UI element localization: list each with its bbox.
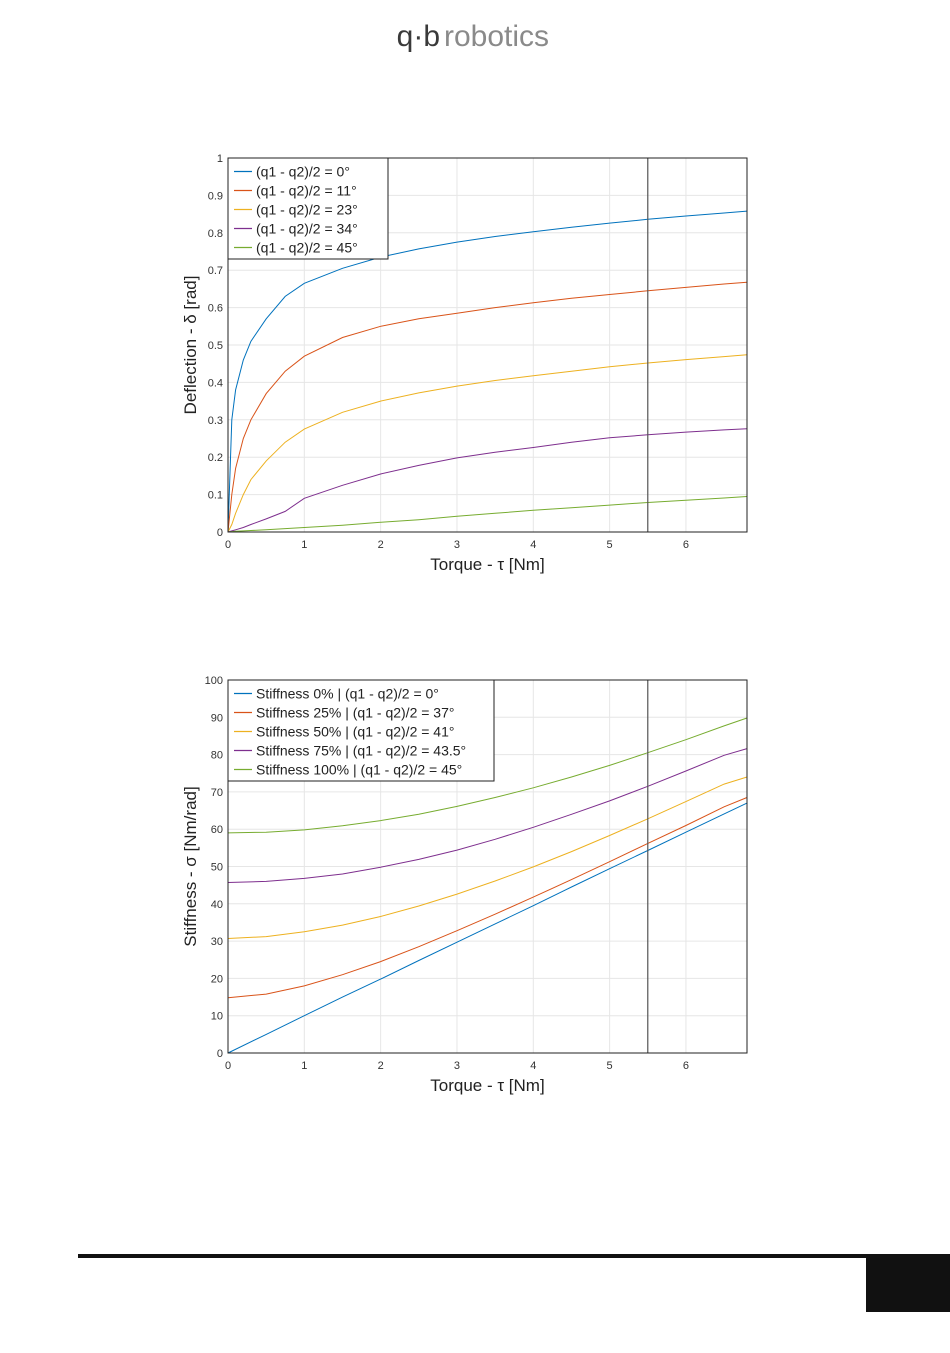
series-line-1 [227,210,748,533]
x-tick-label: 5 [607,1060,613,1072]
series-line-5 [227,717,748,834]
y-tick-label: 0.4 [208,377,223,389]
page-number-box [866,1256,950,1312]
x-tick-label: 3 [454,539,460,551]
legend-box [227,157,389,260]
logo-text: robotics [444,20,549,53]
deflection-chart: 0 1 2 3 4 5 6 0 0.1 0.2 0.3 0.4 0.5 0.6 0.7 0.8 0.9 1 Torq… [181,153,748,574]
legend-label-5: Stiffness 100% | (q1 - q2)/2 = 45° [256,762,462,778]
series-line-2 [227,281,748,533]
legend-label-1: Stiffness 0% | (q1 - q2)/2 = 0° [256,686,439,702]
series-line-5 [227,496,748,533]
footer-rule [78,1254,950,1258]
y-tick-label: 80 [211,750,223,762]
y-tick-label: 0.1 [208,490,223,502]
x-axis-label: Torque - τ [Nm] [430,1076,544,1095]
y-tick-label: 30 [211,936,223,948]
x-tick-label: 3 [454,1060,460,1072]
y-tick-label: 0.7 [208,265,223,277]
x-tick-label: 0 [225,539,231,551]
y-tick-label: 0 [217,1048,223,1060]
y-tick-label: 10 [211,1011,223,1023]
qbrobotics-logo: q·b robotics [397,20,549,53]
legend-label-2: Stiffness 25% | (q1 - q2)/2 = 37° [256,705,454,721]
y-tick-label: 40 [211,899,223,911]
y-tick-label: 0.9 [208,190,223,202]
logo-mark: q·b [397,20,440,53]
series-line-3 [227,776,748,939]
y-tick-label: 0.8 [208,228,223,240]
x-tick-label: 6 [683,1060,689,1072]
y-tick-label: 100 [205,675,223,687]
x-tick-label: 5 [607,539,613,551]
x-tick-label: 4 [530,1060,536,1072]
y-tick-label: 60 [211,824,223,836]
y-tick-label: 50 [211,862,223,874]
x-tick-label: 4 [530,539,536,551]
y-tick-label: 90 [211,712,223,724]
legend-box [227,679,495,782]
legend-label-4: Stiffness 75% | (q1 - q2)/2 = 43.5° [256,743,466,759]
legend-label-2: (q1 - q2)/2 = 11° [256,183,357,199]
x-tick-label: 1 [301,1060,307,1072]
y-tick-label: 0 [217,527,223,539]
series-line-2 [227,797,748,999]
x-tick-label: 2 [378,1060,384,1072]
y-axis-label: Stiffness - σ [Nm/rad] [181,786,200,946]
series-line-4 [227,748,748,883]
x-tick-label: 1 [301,539,307,551]
y-tick-label: 1 [217,153,223,165]
y-tick-label: 0.3 [208,415,223,427]
legend-label-4: (q1 - q2)/2 = 34° [256,221,358,237]
legend-label-3: (q1 - q2)/2 = 23° [256,202,358,218]
legend-label-1: (q1 - q2)/2 = 0° [256,164,350,180]
legend-label-3: Stiffness 50% | (q1 - q2)/2 = 41° [256,724,454,740]
x-tick-label: 0 [225,1060,231,1072]
y-tick-label: 70 [211,787,223,799]
y-tick-label: 0.2 [208,452,223,464]
y-tick-label: 20 [211,973,223,985]
series-line-1 [227,802,748,1054]
x-tick-label: 2 [378,539,384,551]
y-axis-label: Deflection - δ [rad] [181,276,200,415]
y-tick-label: 0.6 [208,303,223,315]
x-tick-label: 6 [683,539,689,551]
x-axis-label: Torque - τ [Nm] [430,555,544,574]
series-line-4 [227,428,748,533]
legend-label-5: (q1 - q2)/2 = 45° [256,240,358,256]
axes-frame [227,157,748,533]
series-line-3 [227,354,748,533]
y-tick-label: 0.5 [208,340,223,352]
